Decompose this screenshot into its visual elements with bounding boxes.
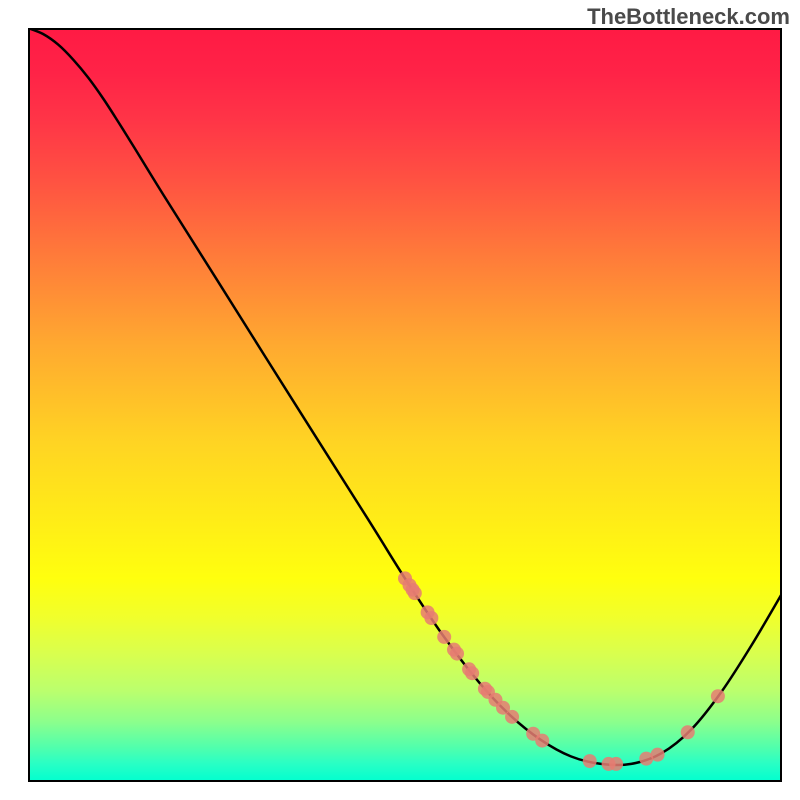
chart-container: TheBottleneck.com xyxy=(0,0,800,800)
chart-background-gradient xyxy=(28,28,782,782)
plot-area xyxy=(28,28,782,782)
watermark-label: TheBottleneck.com xyxy=(587,4,790,30)
